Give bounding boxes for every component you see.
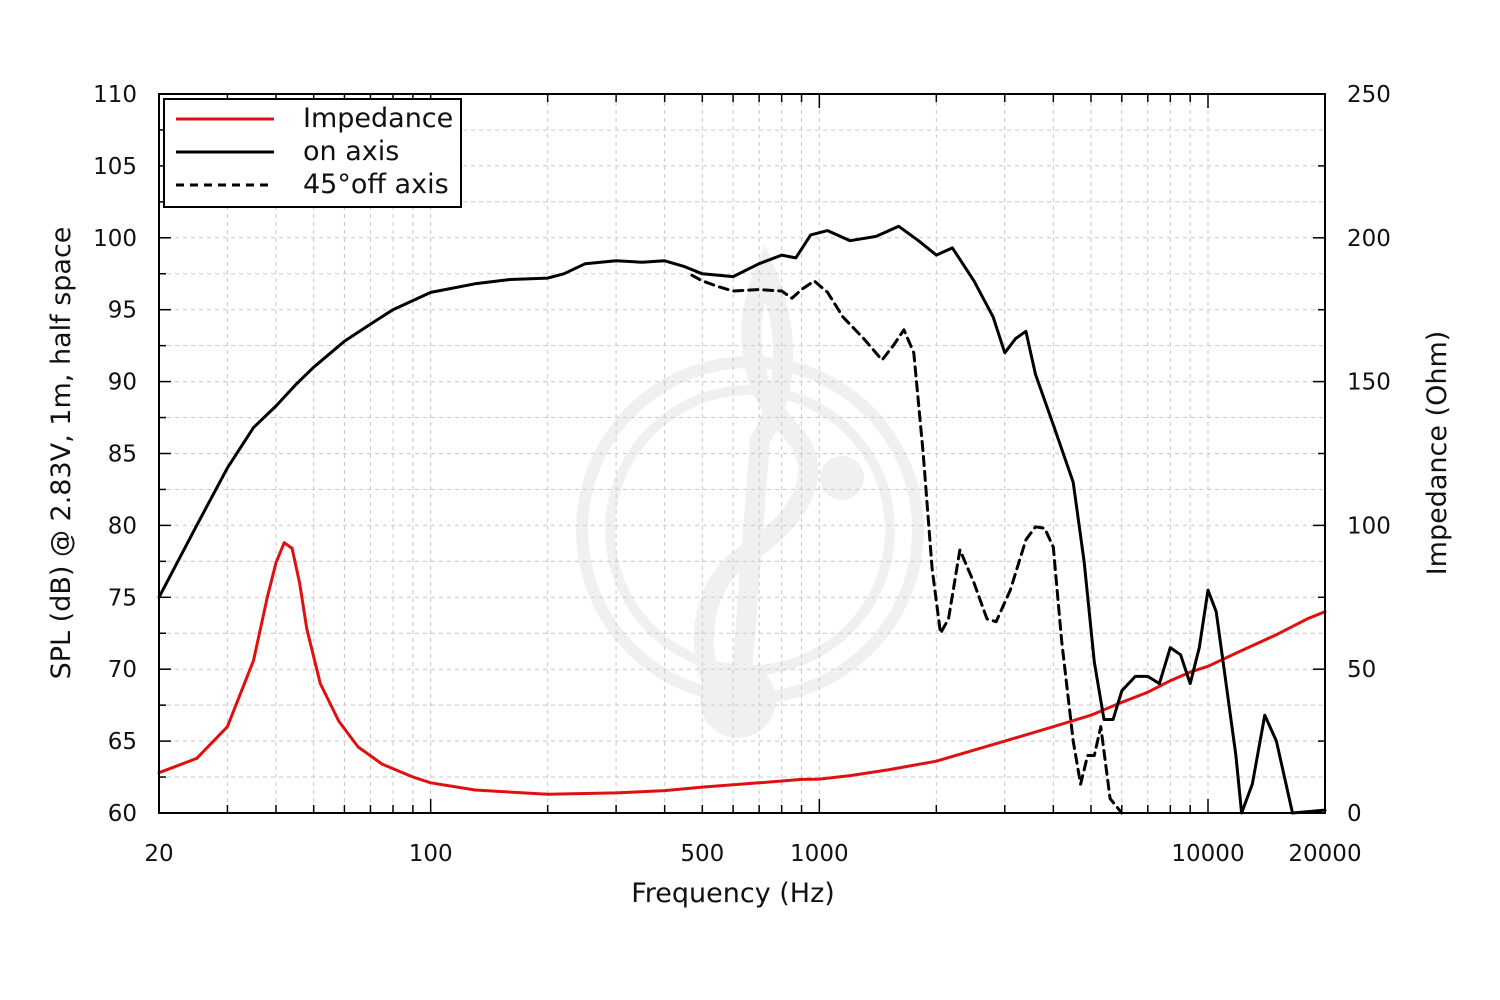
tick-labels: 20 100 500 1000 10000 20000606570758085909510… (93, 82, 1391, 867)
right-y-axis-title: Impedance (Ohm) (1422, 331, 1453, 576)
x-tick-label: 1000 (790, 841, 849, 867)
x-tick-label: 10000 (1171, 841, 1244, 867)
data-series (157, 224, 1327, 815)
x-tick-label: 100 (409, 841, 453, 867)
y-right-tick-label: 100 (1347, 513, 1391, 539)
series-line-impedance (157, 541, 1327, 796)
y-left-tick-label: 80 (108, 513, 137, 539)
legend-label-off-axis: 45°off axis (303, 169, 449, 200)
y-right-tick-label: 200 (1347, 226, 1391, 252)
series-line-45-off-axis (690, 273, 1124, 815)
y-left-tick-label: 75 (108, 585, 137, 611)
y-left-tick-label: 70 (108, 657, 137, 683)
x-axis-title: Frequency (Hz) (631, 878, 835, 909)
x-tick-label: 500 (680, 841, 724, 867)
y-left-tick-label: 60 (108, 801, 137, 827)
legend-label-on-axis: on axis (303, 136, 399, 167)
y-left-tick-label: 65 (108, 729, 137, 755)
y-right-tick-label: 0 (1347, 801, 1362, 827)
y-left-tick-label: 90 (108, 370, 137, 396)
y-right-tick-label: 250 (1347, 82, 1391, 108)
x-tick-label: 20 (144, 841, 173, 867)
y-left-tick-label: 110 (93, 82, 137, 108)
y-right-tick-label: 50 (1347, 657, 1376, 683)
y-left-tick-label: 85 (108, 442, 137, 468)
y-left-tick-label: 105 (93, 154, 137, 180)
y-right-tick-label: 150 (1347, 370, 1391, 396)
left-y-axis-title: SPL (dB) @ 2.83V, 1m, half space (46, 227, 77, 680)
plot-frame (158, 93, 1326, 814)
legend: Impedance on axis 45°off axis (163, 98, 462, 208)
series-line-on-axis (157, 224, 1327, 815)
legend-label-impedance: Impedance (303, 103, 453, 134)
x-tick-label: 20000 (1288, 841, 1361, 867)
watermark-logo (576, 243, 924, 738)
y-left-tick-label: 95 (108, 298, 137, 324)
y-left-tick-label: 100 (93, 226, 137, 252)
